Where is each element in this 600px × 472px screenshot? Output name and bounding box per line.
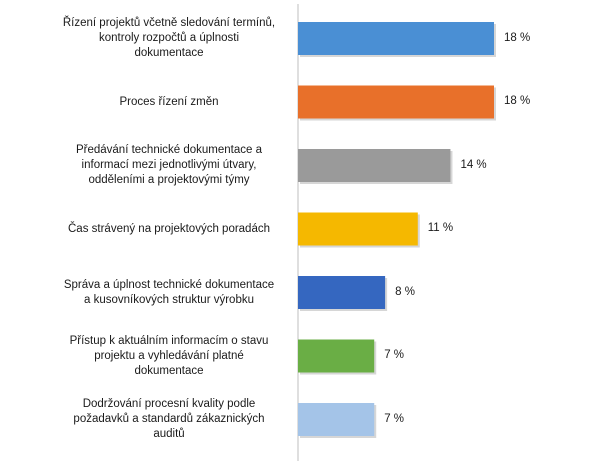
category-label-7: Dodržování procesní kvality podle požadav… bbox=[55, 397, 283, 442]
category-label-line: Řízení projektů včetně sledování termínů… bbox=[62, 17, 276, 29]
category-label-line: a kusovníkových struktur výrobku bbox=[83, 293, 254, 306]
value-label-2: 18 % bbox=[504, 95, 531, 107]
category-label-line: auditů bbox=[153, 428, 185, 440]
bar-4 bbox=[298, 212, 418, 246]
category-label-line: Předávání technické dokumentace a bbox=[75, 144, 263, 156]
category-label-line: projektu a vyhledávání platné bbox=[94, 349, 244, 362]
value-label-3: 14 % bbox=[460, 158, 487, 171]
category-label-line: dokumentace bbox=[134, 47, 204, 59]
bar-5 bbox=[298, 276, 386, 309]
category-label-5: Správa a úplnost technické dokumentace a … bbox=[55, 278, 283, 308]
category-label-line: kontroly rozpočtů a úplnosti bbox=[99, 32, 239, 44]
category-label-line: dokumentace bbox=[134, 364, 204, 377]
value-label-5: 8 % bbox=[395, 285, 415, 298]
category-label-line: požadavků a standardů zákaznických bbox=[73, 413, 265, 425]
category-label-line: Dodržování procesní kvality podle bbox=[82, 398, 256, 410]
category-label-1: Řízení projektů včetně sledování termínů… bbox=[55, 16, 283, 61]
value-label-4: 11 % bbox=[427, 222, 454, 234]
category-label-line: Přístup k aktuálním informacím o stavu bbox=[69, 334, 269, 347]
category-label-line: odděleními a projektovými týmy bbox=[88, 174, 250, 186]
category-label-6: Přístup k aktuálním informacím o stavu pr… bbox=[55, 334, 283, 379]
value-label-6: 7 % bbox=[384, 349, 405, 361]
bar-1 bbox=[298, 22, 494, 55]
bar-6 bbox=[298, 339, 375, 373]
value-label-7: 7 % bbox=[384, 412, 405, 425]
bar-2 bbox=[298, 85, 494, 119]
category-label-line: informací mezi jednotlivými útvary, bbox=[81, 159, 257, 171]
category-label-line: Správa a úplnost technické dokumentace bbox=[63, 278, 275, 291]
category-label-4: Čas strávený na projektových poradách bbox=[55, 222, 283, 237]
value-label-1: 18 % bbox=[504, 31, 531, 44]
bar-7 bbox=[298, 403, 375, 436]
category-label-line: Proces řízení změn bbox=[119, 95, 219, 108]
category-label-3: Předávání technické dokumentace a informa… bbox=[55, 143, 283, 188]
category-label-2: Proces řízení změn bbox=[55, 95, 283, 110]
bar-3 bbox=[298, 149, 451, 182]
category-label-line: Čas strávený na projektových poradách bbox=[68, 222, 270, 235]
